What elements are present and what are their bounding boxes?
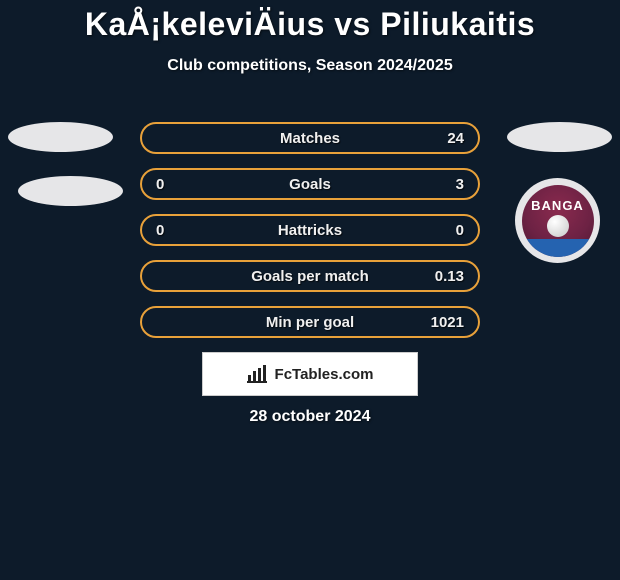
stat-row-goals-per-match: Goals per match 0.13 [140,260,480,292]
stat-row-hattricks: 0 Hattricks 0 [140,214,480,246]
stat-label: Goals per match [142,268,478,285]
stat-left-value: 0 [156,176,184,193]
fctables-label: FcTables.com [275,366,374,383]
fctables-link[interactable]: FcTables.com [202,352,418,396]
club-badge-stripe [522,239,594,257]
subtitle: Club competitions, Season 2024/2025 [0,57,620,75]
stat-right-value: 1021 [431,314,464,331]
stat-right-value: 0 [436,222,464,239]
player1-badge-bottom [18,176,123,206]
soccer-ball-icon [547,215,569,237]
stat-right-value: 0.13 [435,268,464,285]
stat-label: Goals [142,176,478,193]
stats-container: Matches 24 0 Goals 3 0 Hattricks 0 Goals… [140,122,480,352]
page-title: KaÅ¡keleviÄius vs Piliukaitis [0,0,620,43]
stat-right-value: 24 [436,130,464,147]
date-label: 28 october 2024 [0,408,620,426]
stat-row-min-per-goal: Min per goal 1021 [140,306,480,338]
stat-label: Hattricks [142,222,478,239]
stat-left-value: 0 [156,222,184,239]
club-badge-text: BANGA [531,198,584,213]
bar-chart-icon [247,365,269,383]
stat-right-value: 3 [436,176,464,193]
player1-badge-top [8,122,113,152]
club-badge-inner: BANGA [522,185,594,257]
stat-row-goals: 0 Goals 3 [140,168,480,200]
stat-label: Min per goal [142,314,478,331]
player2-badge-top [507,122,612,152]
club-badge: BANGA [515,178,600,263]
stat-row-matches: Matches 24 [140,122,480,154]
stat-label: Matches [142,130,478,147]
